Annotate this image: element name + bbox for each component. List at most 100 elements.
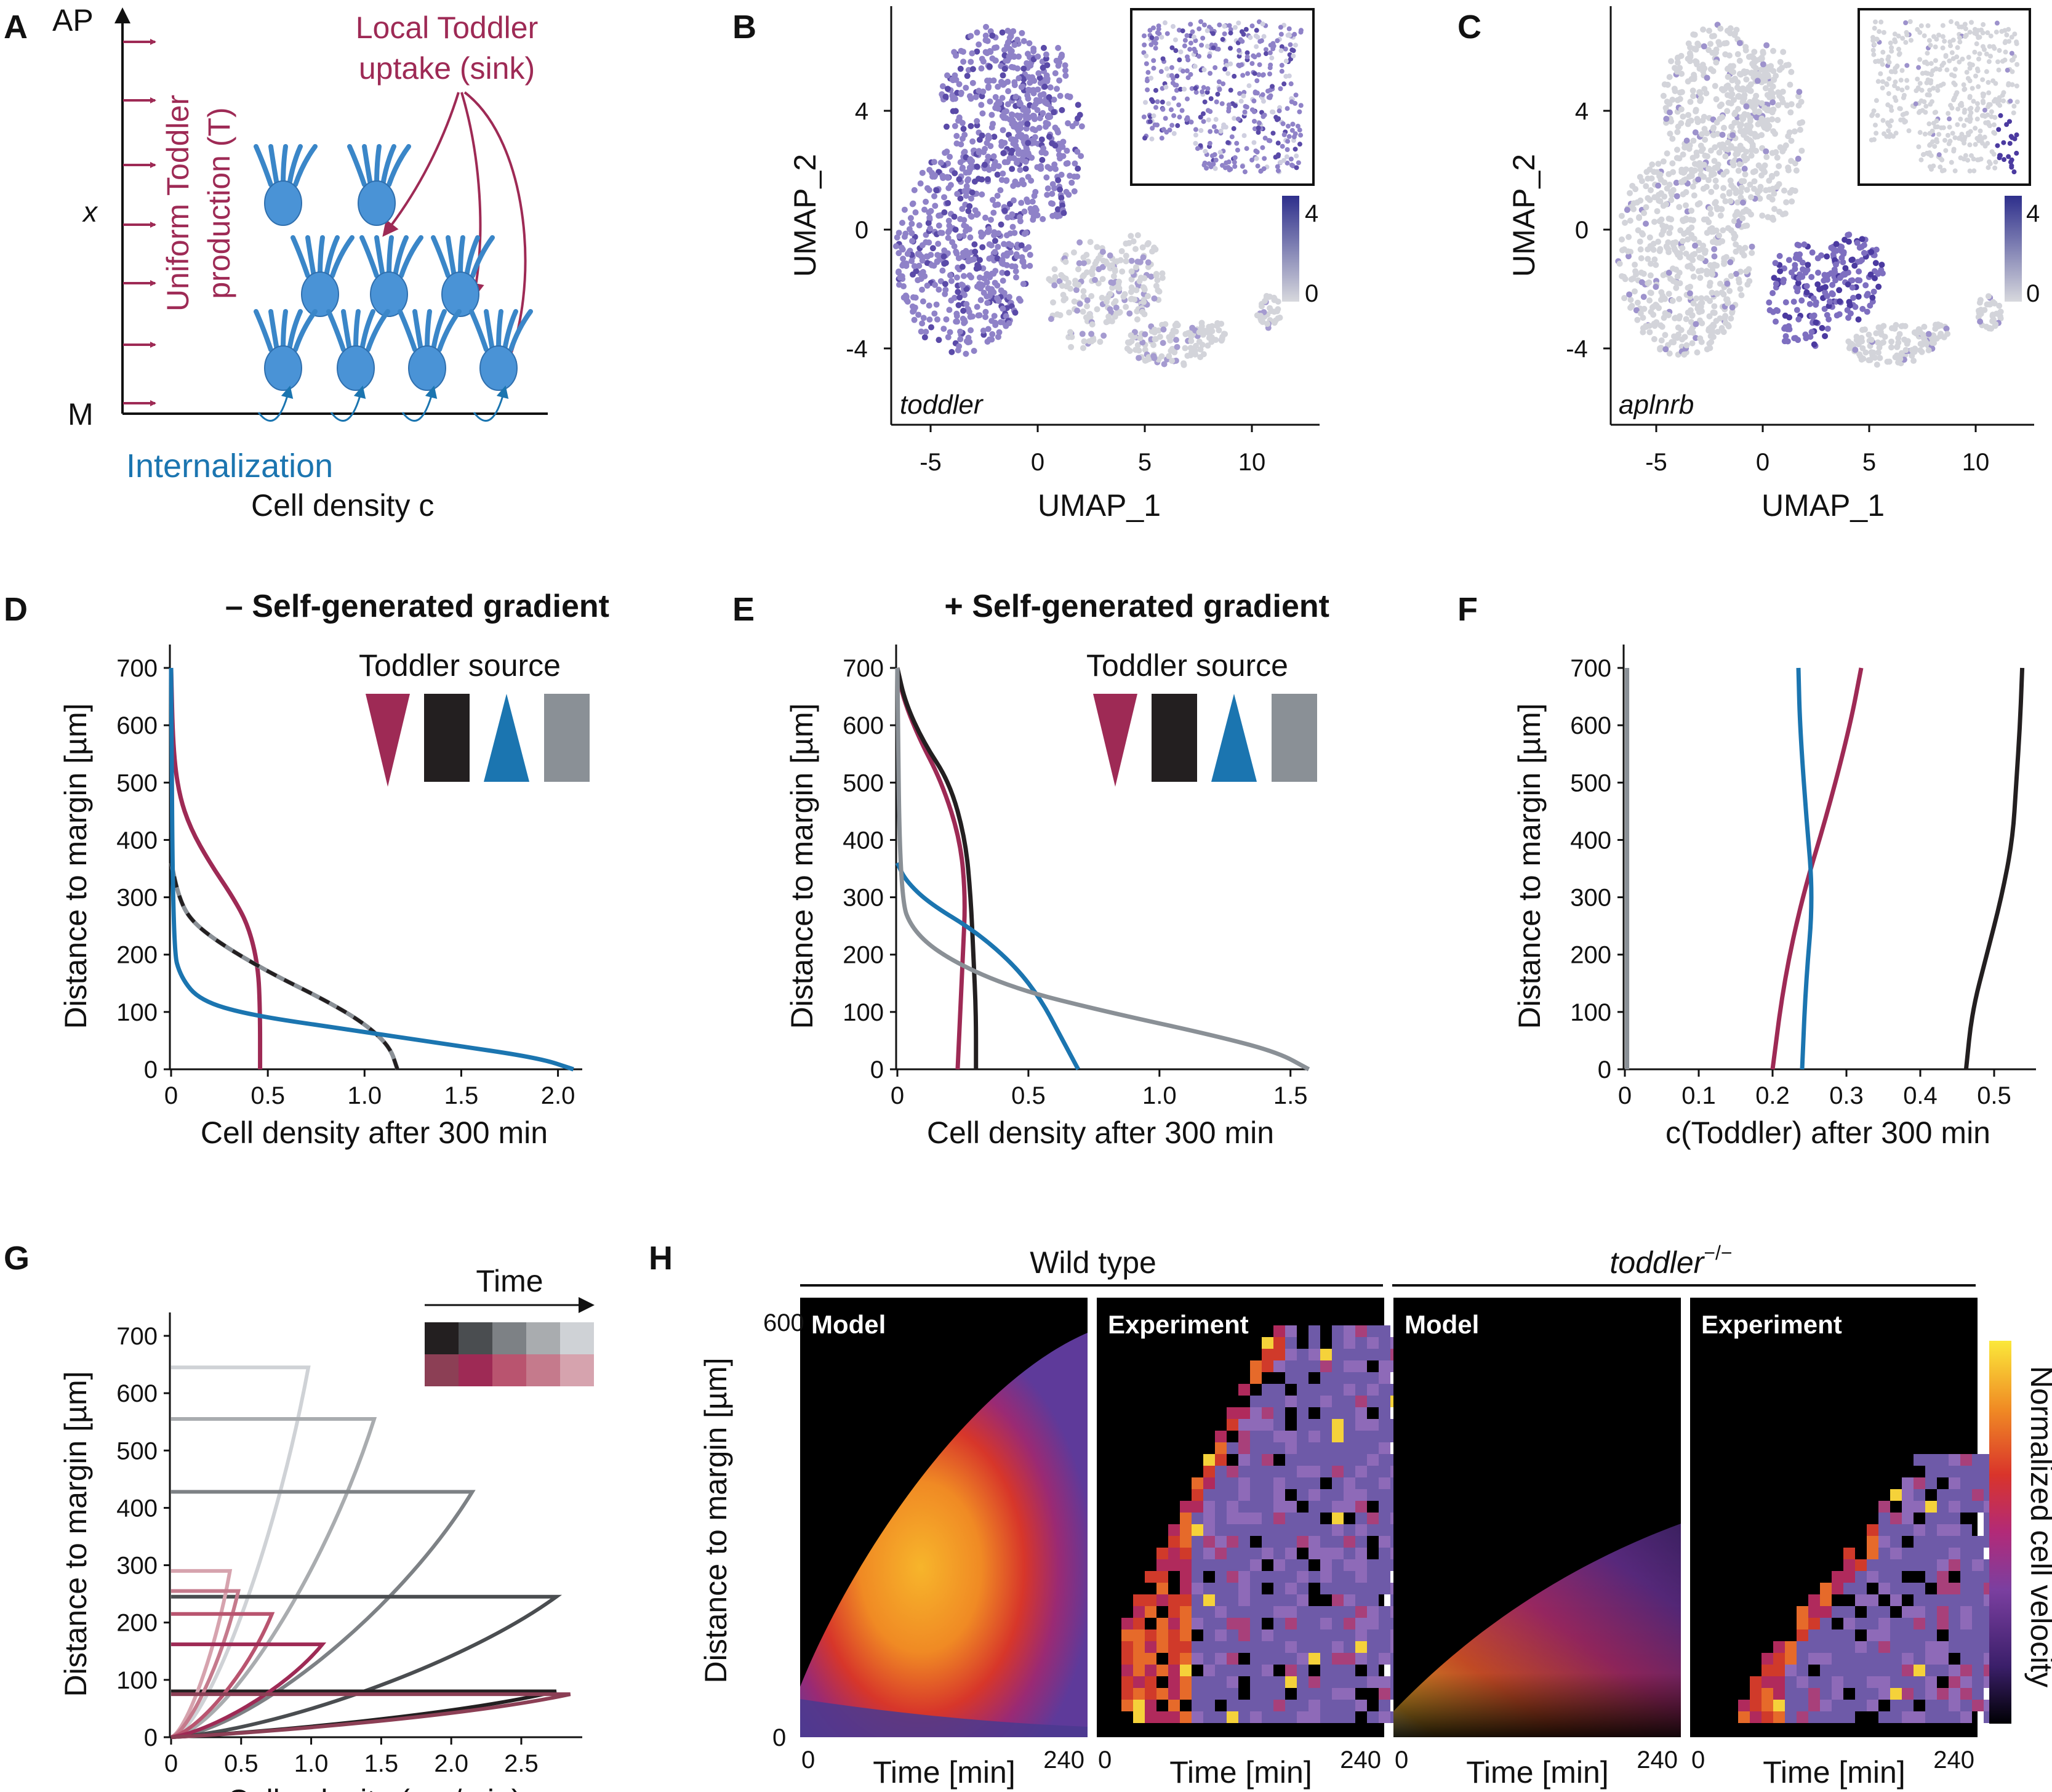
heatmap-cell bbox=[1215, 1583, 1227, 1594]
heatmap-cell bbox=[1309, 1431, 1320, 1442]
umap-inset-point bbox=[1889, 118, 1894, 124]
umap-inset-point bbox=[1244, 146, 1249, 151]
umap-point bbox=[1769, 150, 1776, 156]
umap-point bbox=[1742, 171, 1749, 178]
umap-point bbox=[1759, 212, 1766, 219]
heatmap-cell bbox=[1890, 1641, 1902, 1653]
umap-point bbox=[979, 132, 985, 139]
heatmap-cell bbox=[1168, 1653, 1180, 1665]
umap-point bbox=[1006, 294, 1012, 300]
heatmap-cell bbox=[1332, 1372, 1344, 1384]
umap-inset-point bbox=[1930, 128, 1935, 134]
heatmap-cell bbox=[1878, 1501, 1890, 1513]
heatmap-cell bbox=[1180, 1618, 1192, 1629]
umap-point bbox=[994, 282, 1001, 289]
heatmap-cell bbox=[1180, 1688, 1192, 1700]
umap-c-gene: aplnrb bbox=[1619, 390, 1694, 420]
umap-point bbox=[1044, 191, 1051, 198]
umap-point bbox=[1627, 304, 1634, 311]
umap-point bbox=[1657, 190, 1664, 196]
panel-letter-g: G bbox=[4, 1240, 30, 1277]
umap-inset-point bbox=[1294, 153, 1299, 159]
heatmap-cell bbox=[1227, 1524, 1238, 1536]
umap-point bbox=[1702, 137, 1709, 143]
umap-point bbox=[1934, 321, 1941, 328]
umap-point bbox=[1025, 113, 1032, 120]
heatmap-cell bbox=[1937, 1641, 1949, 1653]
production-arrows bbox=[123, 39, 156, 406]
umap-point bbox=[959, 263, 966, 270]
umap-inset-point bbox=[1965, 76, 1971, 81]
heatmap-cell bbox=[1832, 1665, 1843, 1676]
heatmap-cell bbox=[1192, 1501, 1203, 1513]
umap-point bbox=[900, 261, 907, 268]
umap-point bbox=[919, 169, 926, 176]
heatmap-cell bbox=[1320, 1711, 1332, 1723]
heatmap-cell bbox=[1761, 1676, 1773, 1688]
umap-point bbox=[1683, 316, 1689, 323]
heatmap-cell bbox=[1203, 1454, 1215, 1466]
umap-point bbox=[908, 230, 915, 236]
umap-point bbox=[944, 148, 950, 155]
umap-inset-point bbox=[1251, 118, 1257, 124]
heatmap-cell bbox=[1320, 1419, 1332, 1431]
umap-inset-point bbox=[2001, 90, 2006, 95]
umap-point bbox=[901, 233, 908, 240]
umap-point bbox=[995, 163, 1002, 169]
heatmap-cell bbox=[1902, 1524, 1914, 1536]
heatmap-cell bbox=[1192, 1618, 1203, 1629]
umap-point bbox=[1083, 314, 1089, 321]
umap-point bbox=[975, 312, 982, 319]
umap-inset-point bbox=[1235, 116, 1241, 122]
umap-point bbox=[1806, 300, 1813, 307]
umap-point bbox=[958, 89, 964, 96]
umap-point bbox=[1696, 254, 1703, 261]
umap-point bbox=[1166, 353, 1172, 360]
umap-point bbox=[1712, 199, 1719, 206]
umap-point bbox=[1741, 166, 1748, 172]
heatmap-cell bbox=[1227, 1501, 1238, 1513]
umap-inset-point bbox=[1877, 29, 1882, 34]
heatmap-cell bbox=[1890, 1629, 1902, 1641]
umap-point bbox=[1638, 279, 1645, 286]
umap-point bbox=[1021, 230, 1028, 237]
panel-a: A AP M x Uniform Toddler production (T) … bbox=[4, 3, 548, 523]
umap-point bbox=[1026, 40, 1033, 47]
umap-inset-point bbox=[1936, 152, 1942, 158]
umap-point bbox=[968, 58, 974, 65]
umap-inset-point bbox=[1144, 78, 1150, 84]
umap-inset-point bbox=[2002, 28, 2008, 33]
umap-point bbox=[1043, 51, 1049, 58]
heatmap-cell bbox=[1367, 1583, 1379, 1594]
umap-inset-point bbox=[1226, 159, 1232, 165]
umap-point bbox=[1013, 159, 1020, 166]
heatmap-cell bbox=[1227, 1629, 1238, 1641]
umap-inset-point bbox=[1992, 46, 1997, 51]
umap-inset-point bbox=[1971, 168, 1977, 174]
umap-inset-point bbox=[1904, 30, 1909, 35]
umap-point bbox=[974, 163, 980, 170]
heatmap-cell bbox=[1785, 1688, 1797, 1700]
heatmap-cell bbox=[1355, 1407, 1367, 1419]
umap-point bbox=[1060, 291, 1067, 298]
heatmap-cell bbox=[1250, 1618, 1262, 1629]
umap-point bbox=[1785, 257, 1792, 263]
umap-inset-point bbox=[1280, 121, 1286, 127]
umap-point bbox=[1700, 185, 1707, 192]
umap-point bbox=[933, 187, 940, 194]
series-black bbox=[169, 862, 399, 1070]
heatmap-cell bbox=[1379, 1466, 1390, 1477]
internalization-arrows bbox=[257, 385, 509, 422]
umap-point bbox=[1039, 156, 1046, 163]
umap-inset-point bbox=[1276, 108, 1282, 114]
umap-inset-point bbox=[1281, 132, 1287, 137]
umap-point bbox=[1754, 190, 1761, 196]
panel-letter-d: D bbox=[4, 591, 28, 628]
heatmap-cell bbox=[1867, 1606, 1878, 1618]
production-label-1: Uniform Toddler bbox=[161, 95, 195, 311]
umap-inset-point bbox=[1275, 140, 1281, 146]
heatmap-cell bbox=[1180, 1571, 1192, 1583]
heatmap-cell bbox=[1192, 1583, 1203, 1594]
panel-letter-e: E bbox=[732, 591, 755, 628]
umap-point bbox=[941, 194, 948, 201]
